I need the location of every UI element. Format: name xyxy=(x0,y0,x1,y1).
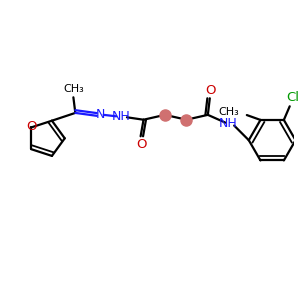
Text: NH: NH xyxy=(219,117,238,130)
Text: O: O xyxy=(136,138,147,151)
Text: O: O xyxy=(206,84,216,97)
Text: N: N xyxy=(96,108,105,122)
Text: CH₃: CH₃ xyxy=(63,83,84,94)
Text: CH₃: CH₃ xyxy=(218,107,239,117)
Text: O: O xyxy=(26,120,37,133)
Text: Cl: Cl xyxy=(286,91,299,104)
Text: NH: NH xyxy=(112,110,130,123)
